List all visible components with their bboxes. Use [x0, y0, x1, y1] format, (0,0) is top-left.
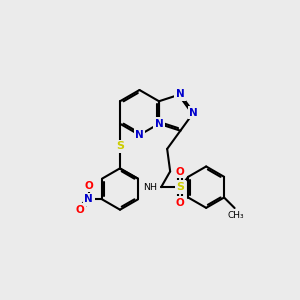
Text: NH: NH: [143, 183, 157, 192]
Text: N: N: [189, 107, 198, 118]
Text: O: O: [176, 167, 185, 177]
Text: S: S: [176, 182, 184, 192]
Text: N: N: [135, 130, 144, 140]
Text: N: N: [176, 89, 185, 99]
Text: CH₃: CH₃: [228, 211, 244, 220]
Text: O: O: [75, 205, 84, 215]
Text: S: S: [116, 141, 124, 151]
Text: N: N: [154, 119, 164, 129]
Text: O: O: [84, 181, 93, 191]
Text: O: O: [176, 198, 185, 208]
Text: N: N: [84, 194, 93, 204]
